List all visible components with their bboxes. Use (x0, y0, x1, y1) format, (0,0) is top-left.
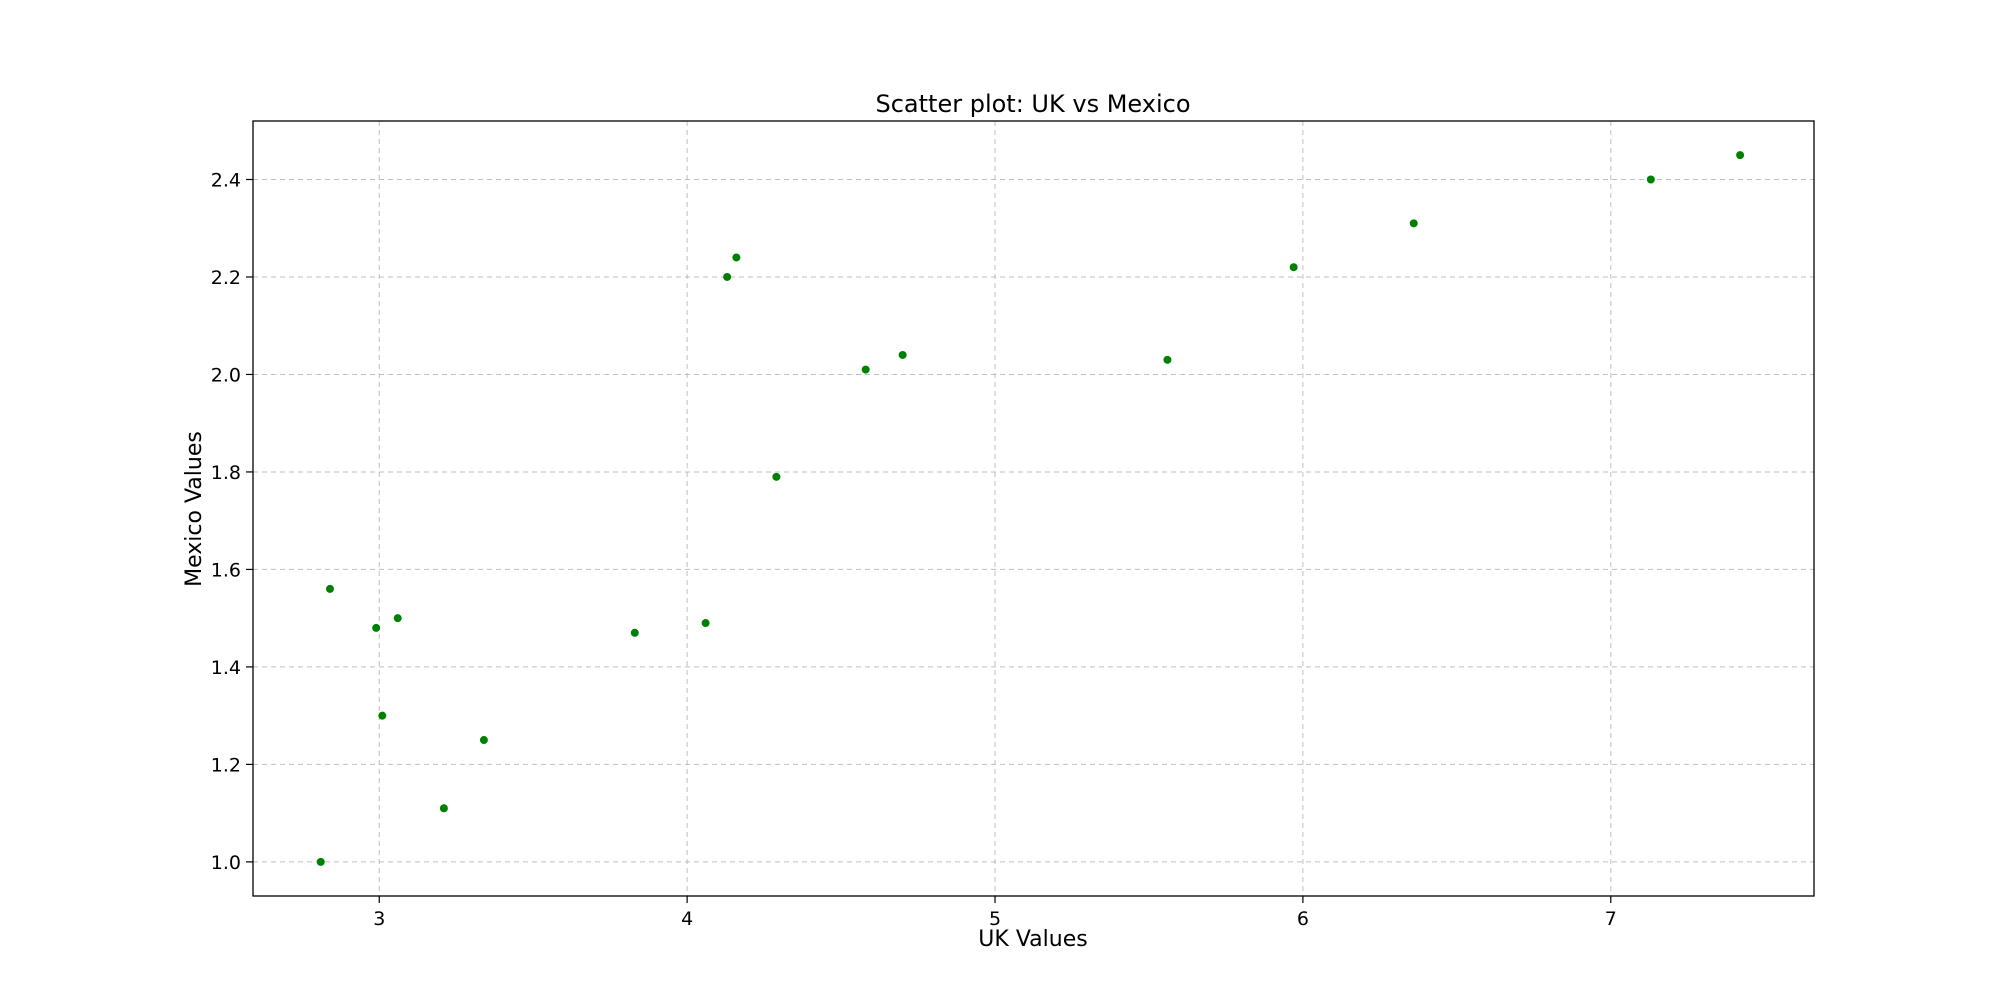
data-point (372, 623, 381, 632)
data-points (316, 151, 1745, 866)
data-point (1163, 355, 1172, 364)
y-tick-label: 1.0 (211, 852, 241, 874)
data-point (772, 472, 781, 481)
data-point (393, 614, 402, 623)
x-tick-label: 7 (1605, 908, 1617, 930)
x-tick-label: 6 (1297, 908, 1309, 930)
data-point (1646, 175, 1655, 184)
data-point (479, 736, 488, 745)
grid-lines (253, 121, 1814, 896)
data-point (701, 619, 710, 628)
x-axis-label: UK Values (978, 927, 1087, 952)
y-tick-label: 2.0 (211, 364, 241, 386)
y-tick-label: 2.2 (211, 267, 241, 289)
data-point (630, 628, 639, 637)
y-tick-label: 2.4 (211, 169, 241, 191)
data-point (1736, 151, 1745, 160)
data-point (378, 711, 387, 720)
y-tick-label: 1.8 (211, 462, 241, 484)
x-tick-label: 5 (989, 908, 1001, 930)
data-point (732, 253, 741, 262)
data-point (861, 365, 870, 374)
y-axis-label: Mexico Values (182, 431, 207, 587)
data-point (1289, 263, 1298, 272)
y-tick-label: 1.4 (211, 657, 241, 679)
x-axis-ticks: 3 4 5 6 7 (373, 896, 1617, 930)
y-tick-label: 1.6 (211, 559, 241, 581)
data-point (316, 857, 325, 866)
data-point (1409, 219, 1418, 228)
data-point (325, 584, 334, 593)
y-axis-ticks: 1.0 1.2 1.4 1.6 1.8 2.0 2.2 2.4 (211, 169, 253, 874)
data-point (723, 272, 732, 281)
data-point (898, 350, 907, 359)
data-point (439, 804, 448, 813)
y-tick-label: 1.2 (211, 754, 241, 776)
x-tick-label: 4 (681, 908, 693, 930)
chart-title: Scatter plot: UK vs Mexico (876, 90, 1191, 118)
plot-frame (252, 120, 1815, 897)
x-tick-label: 3 (373, 908, 385, 930)
